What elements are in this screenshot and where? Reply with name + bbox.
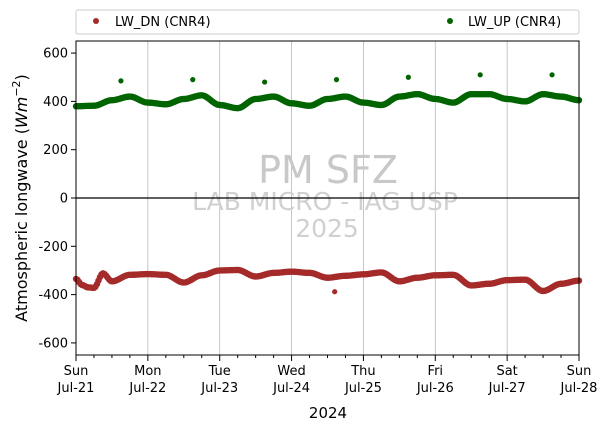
legend-box (75, 9, 580, 35)
y-axis-title: Atmospheric longwave (Wm−2) (10, 74, 31, 322)
y-tick-label: -400 (38, 288, 68, 303)
watermark-year: 2025 (295, 214, 359, 243)
x-tick-label-day: Wed (277, 364, 305, 379)
y-tick-label: 200 (43, 143, 68, 158)
x-tick-label-date: Jul-23 (200, 381, 238, 396)
watermark-title: PM SFZ (258, 148, 398, 192)
x-tick-label-day: Sat (496, 364, 517, 379)
x-tick-label-day: Fri (428, 364, 444, 379)
x-tick-label-date: Jul-27 (488, 381, 526, 396)
x-tick-label-date: Jul-24 (272, 381, 310, 396)
data-point (477, 72, 483, 78)
watermark-lab: LAB MICRO - IAG USP (192, 187, 458, 216)
x-tick-label-day: Sun (567, 364, 592, 379)
y-tick-label: 600 (43, 47, 68, 62)
data-point (333, 77, 340, 83)
x-axis-title: 2024 (309, 404, 347, 422)
x-tick-label-day: Mon (134, 364, 161, 379)
y-tick-label: 400 (43, 95, 68, 110)
x-axis: Sun Jul-21 Mon Jul-22 Tue Jul-23 Wed Jul-24 Thu J… (57, 355, 598, 396)
legend-label-lw-up: LW_UP (CNR4) (468, 15, 561, 30)
x-tick-label-day: Sun (64, 364, 89, 379)
series-lw-dn (72, 266, 583, 295)
data-point (262, 79, 268, 85)
watermark: PM SFZ LAB MICRO - IAG USP 2025 (192, 148, 458, 243)
data-point (118, 78, 124, 84)
legend-marker-lw-up (447, 18, 453, 24)
x-tick-label-day: Thu (350, 364, 375, 379)
legend: LW_DN (CNR4) LW_UP (CNR4) (75, 9, 580, 35)
x-tick-label-date: Jul-21 (57, 381, 95, 396)
y-tick-label: -600 (38, 336, 68, 351)
x-tick-label-date: Jul-22 (128, 381, 166, 396)
x-tick-label-date: Jul-25 (344, 381, 382, 396)
x-tick-label-date: Jul-28 (560, 381, 598, 396)
series-lw-up (72, 72, 583, 112)
data-point (405, 74, 411, 80)
y-axis: -600 -400 -200 0 200 400 600 (38, 47, 76, 351)
data-point (190, 77, 196, 83)
data-point (332, 289, 338, 295)
x-tick-label-day: Tue (208, 364, 231, 379)
legend-label-lw-dn: LW_DN (CNR4) (115, 15, 211, 30)
y-tick-label: 0 (60, 192, 68, 207)
data-point (549, 72, 555, 78)
y-tick-label: -200 (38, 240, 68, 255)
x-tick-label-date: Jul-26 (416, 381, 454, 396)
legend-marker-lw-dn (93, 18, 99, 24)
